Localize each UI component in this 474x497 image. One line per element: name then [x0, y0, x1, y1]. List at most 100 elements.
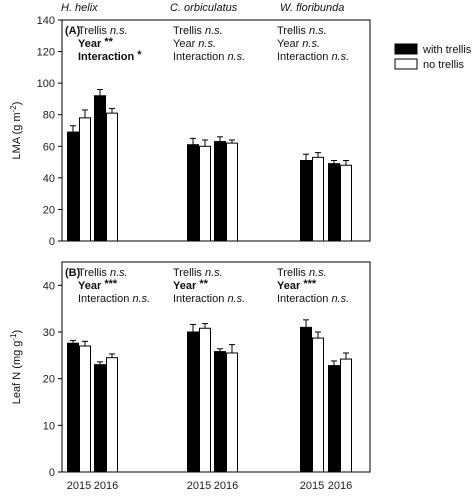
bar [67, 342, 79, 473]
y-tick-label: 20 [43, 374, 55, 386]
stat-line: Year ** [173, 278, 209, 292]
bar [214, 351, 226, 473]
y-axis-label-text: Leaf N (mg g [11, 341, 23, 405]
y-axis-label-text: LMA (g m [11, 112, 23, 159]
stat-line: Trellis n.s. [173, 25, 223, 37]
x-tick-label: 2016 [94, 480, 118, 492]
stat-line: Year *** [78, 278, 118, 292]
stat-line: Interaction * [78, 49, 142, 63]
y-axis-label: Leaf N (mg g-1) [9, 330, 24, 404]
stat-line: Interaction n.s. [173, 293, 245, 305]
stat-significance: n.s. [309, 25, 327, 37]
y-axis-label-sup: -2 [9, 105, 18, 113]
bar [199, 145, 211, 242]
stat-significance: n.s. [110, 25, 128, 37]
bar [67, 131, 79, 242]
stat-significance: ** [199, 278, 208, 290]
y-tick-label: 60 [43, 141, 55, 153]
x-tick-label: 2015 [187, 480, 211, 492]
bar [226, 352, 238, 473]
stat-significance: n.s. [205, 25, 223, 37]
stat-line: Interaction n.s. [277, 293, 349, 305]
panel-label: (B) [65, 267, 81, 279]
stat-significance: n.s. [110, 267, 128, 279]
bar [94, 364, 106, 473]
stat-line: Interaction n.s. [78, 293, 150, 305]
species-name: W. floribunda [280, 2, 344, 14]
y-axis-label-sup: -1 [9, 333, 18, 341]
stat-line: Trellis n.s. [277, 25, 327, 37]
bar [312, 337, 324, 473]
legend-swatch [394, 58, 418, 70]
bar [340, 358, 352, 473]
stat-significance: n.s. [205, 267, 223, 279]
bar [79, 345, 91, 473]
bar [300, 159, 312, 242]
y-axis-label-end: ) [11, 330, 23, 334]
y-tick-label: 40 [43, 173, 55, 185]
stat-factor: Year [173, 38, 196, 50]
bar [226, 142, 238, 242]
y-tick-label: 10 [43, 420, 55, 432]
y-tick-label: 120 [37, 47, 55, 59]
x-tick-label: 2015 [67, 480, 91, 492]
legend-swatch [394, 43, 418, 55]
bar [214, 141, 226, 242]
stat-factor: Interaction [277, 293, 328, 305]
stat-significance: n.s. [331, 293, 349, 305]
y-tick-label: 100 [37, 78, 55, 90]
stat-factor: Trellis [78, 25, 107, 37]
stat-significance: *** [303, 278, 317, 290]
stat-significance: * [137, 49, 142, 61]
stat-factor: Year [78, 38, 102, 50]
bar [328, 365, 340, 473]
stat-significance: n.s. [198, 38, 216, 50]
stat-factor: Year [173, 280, 197, 292]
stat-factor: Trellis [277, 25, 306, 37]
stat-line: Year n.s. [277, 38, 320, 50]
stat-significance: n.s. [227, 51, 245, 63]
bar [187, 144, 199, 242]
y-axis-label-end: ) [11, 102, 23, 106]
stat-significance: n.s. [132, 293, 150, 305]
bar [106, 112, 118, 242]
x-tick-label: 2015 [300, 480, 324, 492]
species-name: H. helix [61, 2, 98, 14]
y-tick-label: 30 [43, 327, 55, 339]
y-tick-label: 140 [37, 15, 55, 27]
y-tick-label: 20 [43, 204, 55, 216]
bar [199, 327, 211, 473]
stat-factor: Interaction [277, 51, 328, 63]
stat-significance: n.s. [309, 267, 327, 279]
bar [106, 357, 118, 473]
stat-factor: Trellis [173, 267, 202, 279]
stat-line: Trellis n.s. [277, 267, 327, 279]
bar [300, 326, 312, 473]
stat-significance: n.s. [331, 51, 349, 63]
y-axis-label: LMA (g m-2) [9, 102, 24, 160]
y-tick-label: 0 [49, 236, 55, 248]
x-tick-label: 2016 [328, 480, 352, 492]
stat-factor: Interaction [173, 293, 224, 305]
stat-factor: Interaction [173, 51, 224, 63]
stat-factor: Year [277, 38, 300, 50]
stat-significance: n.s. [227, 293, 245, 305]
stat-factor: Trellis [277, 267, 306, 279]
stat-factor: Trellis [173, 25, 202, 37]
stat-line: Year ** [78, 36, 114, 50]
stat-line: Year n.s. [173, 38, 216, 50]
y-tick-label: 0 [49, 467, 55, 479]
bar [94, 95, 106, 242]
bar [328, 163, 340, 242]
stat-line: Trellis n.s. [78, 267, 128, 279]
stat-line: Trellis n.s. [173, 267, 223, 279]
species-name: C. orbiculatus [170, 2, 238, 14]
stat-line: Interaction n.s. [277, 51, 349, 63]
x-tick-label: 2016 [214, 480, 238, 492]
bar [187, 331, 199, 473]
y-tick-label: 40 [43, 280, 55, 292]
stat-factor: Year [277, 280, 301, 292]
stat-factor: Interaction [78, 51, 135, 63]
legend-label: no trellis [423, 59, 464, 71]
